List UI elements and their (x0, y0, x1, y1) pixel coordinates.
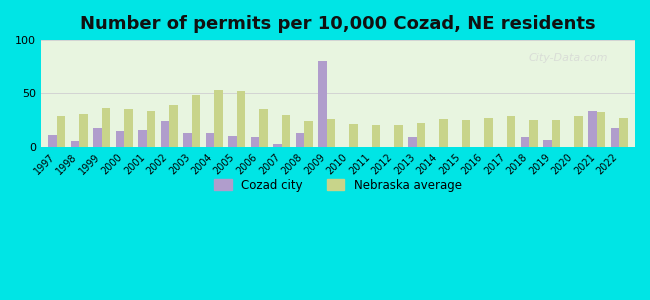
Bar (304, 121, 313, 147)
Bar (273, 144, 281, 147)
Bar (237, 91, 245, 147)
Bar (619, 118, 628, 147)
Bar (138, 130, 147, 147)
Bar (79, 114, 88, 147)
Text: City-Data.com: City-Data.com (528, 53, 608, 63)
Bar (205, 133, 214, 147)
Bar (161, 121, 169, 147)
Legend: Cozad city, Nebraska average: Cozad city, Nebraska average (209, 174, 467, 196)
Bar (147, 110, 155, 147)
Bar (372, 125, 380, 147)
Bar (597, 112, 605, 147)
Bar (192, 94, 200, 147)
Bar (521, 137, 529, 147)
Title: Number of permits per 10,000 Cozad, NE residents: Number of permits per 10,000 Cozad, NE r… (80, 15, 596, 33)
Bar (574, 116, 583, 147)
Bar (318, 61, 327, 147)
Bar (259, 110, 268, 147)
Bar (101, 108, 111, 147)
Bar (439, 119, 448, 147)
Bar (484, 118, 493, 147)
Bar (611, 128, 619, 147)
Bar (349, 124, 358, 147)
Bar (588, 110, 597, 147)
Bar (183, 133, 192, 147)
Bar (507, 116, 515, 147)
Bar (281, 115, 290, 147)
Bar (93, 128, 101, 147)
Bar (394, 125, 403, 147)
Bar (543, 140, 552, 147)
Bar (116, 131, 124, 147)
Bar (552, 120, 560, 147)
Bar (124, 110, 133, 147)
Bar (169, 105, 177, 147)
Bar (251, 137, 259, 147)
Bar (296, 133, 304, 147)
Bar (529, 120, 538, 147)
Bar (327, 119, 335, 147)
Bar (57, 116, 65, 147)
Bar (214, 90, 223, 147)
Bar (417, 123, 425, 147)
Bar (228, 136, 237, 147)
Bar (48, 135, 57, 147)
Bar (462, 120, 470, 147)
Bar (408, 137, 417, 147)
Bar (71, 141, 79, 147)
